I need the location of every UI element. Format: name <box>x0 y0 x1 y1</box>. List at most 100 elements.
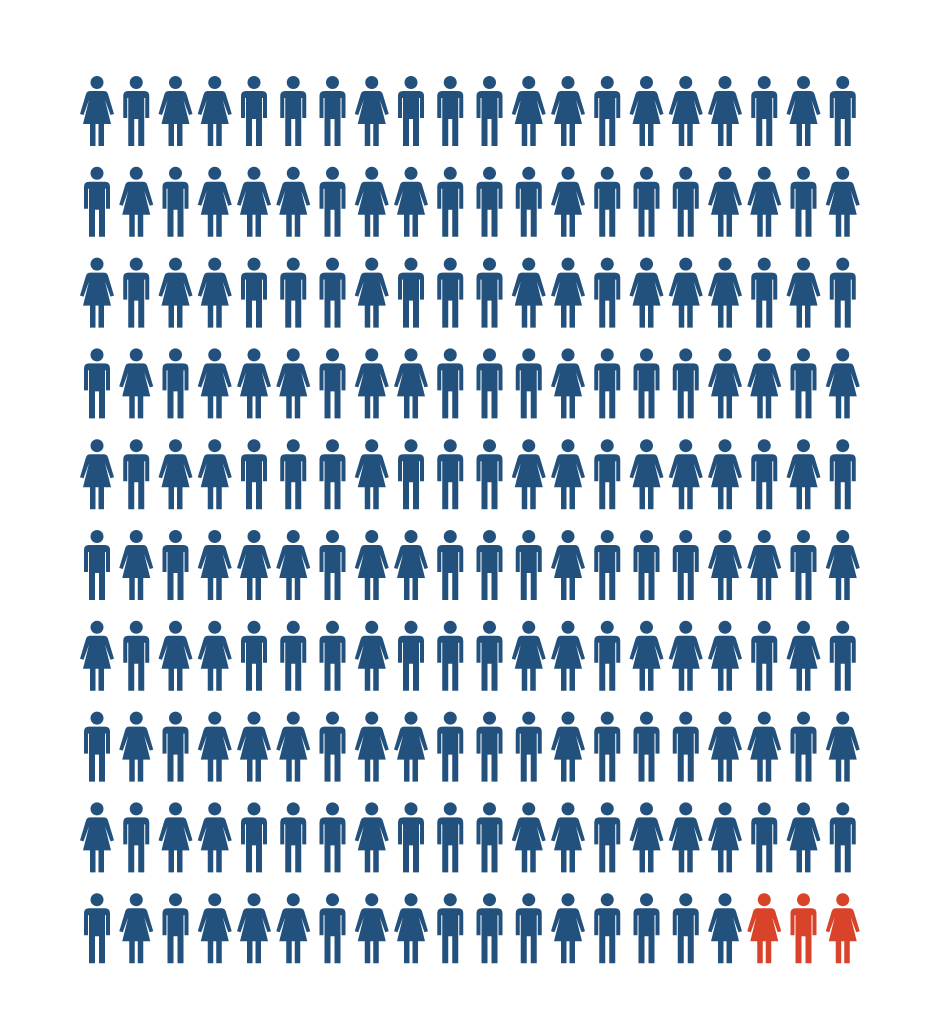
icon-head <box>443 257 457 271</box>
icon-body <box>708 363 742 419</box>
female-icon <box>80 802 114 873</box>
icon-body <box>551 908 585 964</box>
icon-head <box>443 802 457 816</box>
male-icon <box>398 620 424 691</box>
icon-body <box>319 91 346 146</box>
icon-body <box>84 726 110 782</box>
male-icon <box>476 439 503 510</box>
icon-body <box>511 817 546 873</box>
icon-head <box>836 76 850 89</box>
icon-head <box>836 348 850 362</box>
female-icon <box>511 257 546 328</box>
icon-body <box>197 726 232 782</box>
icon-head <box>247 257 261 271</box>
icon-body <box>829 635 856 691</box>
female-icon <box>197 802 232 873</box>
icon-body <box>276 545 311 600</box>
icon-body <box>84 181 110 237</box>
male-icon <box>437 711 464 782</box>
icon-body <box>551 454 585 510</box>
male-icon <box>162 893 189 964</box>
female-icon <box>551 893 585 964</box>
icon-body <box>751 817 778 873</box>
icon-body <box>829 454 856 510</box>
icon-head <box>836 257 850 271</box>
icon-body <box>790 545 817 600</box>
female-icon <box>708 76 742 146</box>
icon-head <box>640 530 653 543</box>
icon-body <box>119 908 154 964</box>
female-icon <box>551 348 585 419</box>
icon-body <box>123 454 150 510</box>
female-icon <box>119 530 154 600</box>
icon-head <box>836 893 850 907</box>
icon-head <box>286 802 300 816</box>
male-icon <box>633 893 660 964</box>
icon-head <box>286 166 300 180</box>
icon-body <box>672 181 699 237</box>
female-icon <box>668 620 703 691</box>
female-icon <box>708 893 742 964</box>
male-icon <box>123 257 150 328</box>
icon-head <box>718 893 732 907</box>
icon-body <box>158 91 193 146</box>
icon-body <box>119 363 154 419</box>
icon-head <box>718 166 732 180</box>
icon-body <box>197 817 232 873</box>
icon-body <box>276 726 311 782</box>
icon-body <box>551 272 585 328</box>
icon-body <box>476 363 503 419</box>
female-icon <box>119 348 154 419</box>
icon-body <box>672 363 699 419</box>
icon-head <box>561 802 575 816</box>
male-icon <box>515 348 542 419</box>
male-icon <box>594 257 621 328</box>
male-icon <box>437 893 464 964</box>
female-icon <box>551 166 585 237</box>
icon-head <box>129 530 143 543</box>
icon-body <box>633 908 660 964</box>
icon-head <box>522 802 536 816</box>
icon-body <box>551 817 585 873</box>
icon-body <box>162 908 189 964</box>
female-icon <box>668 439 703 510</box>
male-icon <box>319 76 346 146</box>
female-icon <box>276 530 311 600</box>
female-icon <box>158 802 193 873</box>
icon-body <box>394 545 428 600</box>
male-icon <box>162 530 189 600</box>
icon-body <box>629 272 664 328</box>
icon-head <box>522 76 536 89</box>
icon-body <box>629 817 664 873</box>
icon-body <box>668 272 703 328</box>
female-icon <box>747 166 782 237</box>
icon-body <box>594 817 621 873</box>
male-icon <box>123 620 150 691</box>
icon-body <box>319 817 346 873</box>
icon-head <box>208 530 222 543</box>
icon-head <box>443 166 457 180</box>
icon-head <box>797 711 810 725</box>
icon-head <box>365 893 379 907</box>
female-icon <box>551 76 585 146</box>
icon-body <box>594 363 621 419</box>
male-icon <box>476 530 503 600</box>
female-icon <box>197 893 232 964</box>
icon-head <box>561 893 575 907</box>
icon-body <box>668 454 703 510</box>
male-icon <box>594 76 621 146</box>
icon-body <box>515 726 542 782</box>
icon-body <box>551 91 585 146</box>
female-icon <box>276 166 311 237</box>
female-icon <box>511 802 546 873</box>
male-icon <box>594 893 621 964</box>
icon-head <box>443 893 457 907</box>
icon-head <box>561 166 575 180</box>
female-icon <box>708 166 742 237</box>
female-icon <box>747 348 782 419</box>
icon-head <box>640 893 653 907</box>
icon-head <box>169 893 182 907</box>
male-icon <box>515 893 542 964</box>
icon-body <box>747 908 782 964</box>
icon-head <box>757 802 771 816</box>
